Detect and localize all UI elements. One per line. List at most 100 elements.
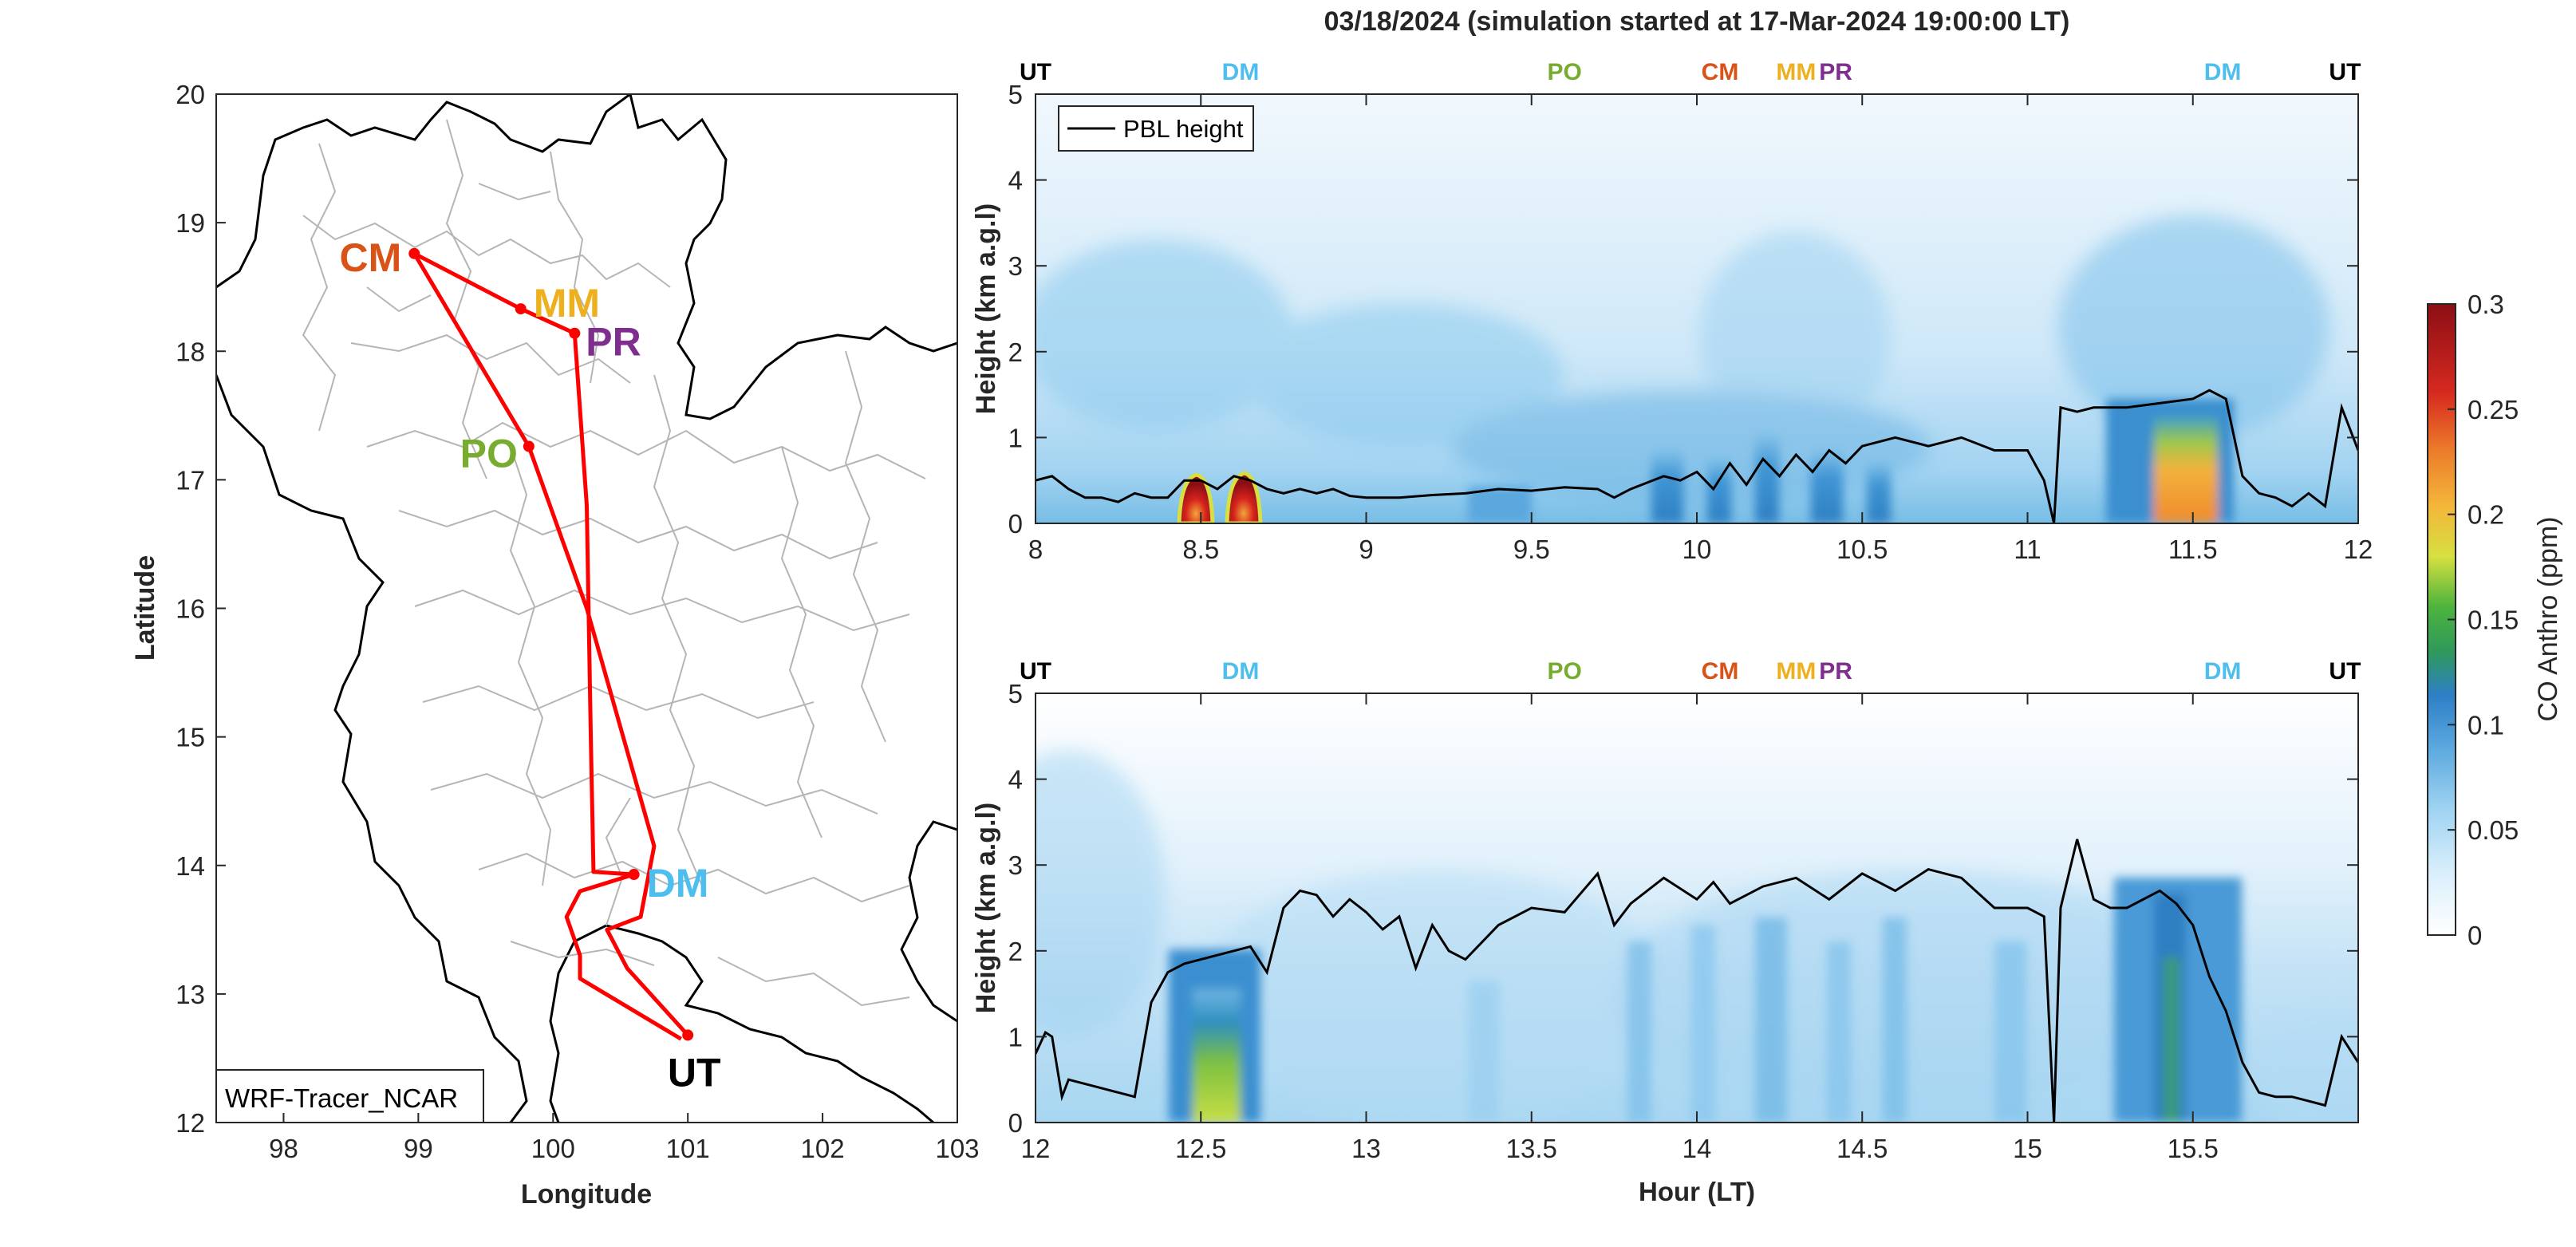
map-ytick-label: 14	[176, 851, 205, 881]
colorbar-tick-label: 0.2	[2468, 500, 2504, 530]
ytick-label: 3	[1008, 251, 1023, 281]
xtick-label: 10	[1682, 535, 1712, 564]
xtick-label: 13.5	[1506, 1134, 1557, 1163]
xtick-label: 11	[2014, 535, 2041, 564]
site-marker-po	[523, 440, 535, 452]
site-label-pr: PR	[586, 320, 641, 365]
site-tag-cm: CM	[1702, 59, 1739, 85]
bottom-xlabel: Hour (LT)	[1639, 1177, 1755, 1206]
xtick-label: 8	[1028, 535, 1043, 564]
map-ytick-label: 19	[176, 208, 205, 238]
ytick-label: 2	[1008, 937, 1023, 966]
province-boundaries	[302, 119, 926, 1007]
top-site-labels: UT DM PO CM MM PR DM UT	[1020, 59, 2361, 85]
map-ytick-label: 20	[176, 80, 205, 109]
site-tag-dm: DM	[1222, 658, 1260, 685]
map-xtick-label: 103	[935, 1134, 979, 1163]
map-ytick-label: 17	[176, 465, 205, 495]
country-boundary	[216, 94, 957, 1123]
colorbar-tick-label: 0.25	[2468, 395, 2519, 424]
xtick-label: 12	[1021, 1134, 1051, 1163]
figure-title: 03/18/2024 (simulation started at 17-Mar…	[1324, 6, 2070, 37]
map-xlabel: Longitude	[521, 1179, 652, 1210]
bottom-site-labels: UT DM PO CM MM PR DM UT	[1020, 658, 2361, 685]
ytick-label: 3	[1008, 850, 1023, 880]
xtick-label: 9.5	[1513, 535, 1550, 564]
ytick-label: 2	[1008, 337, 1023, 367]
site-marker-cm	[408, 247, 420, 259]
map-ytick-label: 18	[176, 337, 205, 366]
map-xtick-label: 100	[531, 1134, 575, 1163]
site-tag-po: PO	[1548, 59, 1582, 85]
ytick-label: 0	[1008, 509, 1023, 539]
colorbar-tick-label: 0.3	[2468, 290, 2504, 319]
site-tag-pr: PR	[1819, 59, 1852, 85]
site-marker-dm	[628, 869, 640, 881]
map-ytick-label: 13	[176, 980, 205, 1009]
xtick-label: 15	[2013, 1134, 2042, 1163]
colorbar-tick-label: 0.15	[2468, 606, 2519, 635]
site-tag-ut: UT	[1020, 658, 1051, 685]
site-label-mm: MM	[534, 281, 600, 326]
xtick-label: 14.5	[1836, 1134, 1888, 1163]
map-legend-box	[215, 1069, 484, 1123]
site-tag-mm: MM	[1776, 59, 1816, 85]
map-xtick-label: 102	[801, 1134, 845, 1163]
site-tag-dm: DM	[2204, 59, 2242, 85]
site-marker-pr	[569, 327, 581, 339]
map-xtick-label: 101	[666, 1134, 710, 1163]
xtick-label: 12.5	[1175, 1134, 1226, 1163]
site-tag-ut: UT	[1020, 59, 1051, 85]
ytick-label: 5	[1008, 80, 1023, 109]
site-tag-dm: DM	[1222, 59, 1260, 85]
ytick-label: 1	[1008, 423, 1023, 452]
xtick-label: 10.5	[1836, 535, 1888, 564]
colorbar-ticks: 0 0.05 0.1 0.15 0.2 0.25 0.3	[2448, 290, 2519, 950]
map-xtick-label: 99	[404, 1134, 433, 1163]
colorbar-tick-label: 0.1	[2468, 710, 2504, 740]
map-ticks: 98 99 100 101 102 103 12 13 14 15 16 17 18 19 20	[176, 80, 979, 1163]
site-label-cm: CM	[340, 235, 402, 280]
site-tag-ut: UT	[2329, 59, 2361, 85]
map-ytick-label: 12	[176, 1108, 205, 1138]
xtick-label: 13	[1351, 1134, 1381, 1163]
map-ytick-label: 15	[176, 723, 205, 752]
site-tag-po: PO	[1548, 658, 1582, 685]
site-tag-ut: UT	[2329, 658, 2361, 685]
xtick-label: 15.5	[2168, 1134, 2219, 1163]
map-legend-text: WRF-Tracer_NCAR	[225, 1083, 458, 1113]
top-ylabel: Height (km a.g.l)	[971, 203, 1001, 414]
site-label-dm: DM	[647, 861, 709, 906]
colorbar-label: CO Anthro (ppm)	[2533, 517, 2563, 722]
site-label-ut: UT	[668, 1050, 721, 1095]
bottom-pbl-line	[1036, 839, 2358, 1123]
site-marker-ut	[682, 1029, 694, 1041]
xtick-label: 14	[1682, 1134, 1712, 1163]
map-ylabel: Latitude	[130, 555, 160, 661]
ytick-label: 4	[1008, 765, 1023, 795]
ytick-label: 4	[1008, 166, 1023, 195]
colorbar: 0 0.05 0.1 0.15 0.2 0.25 0.3 CO Anthro (ppm)	[2427, 290, 2563, 950]
ytick-label: 5	[1008, 679, 1023, 708]
xtick-label: 9	[1359, 535, 1373, 564]
colorbar-tick-label: 0	[2468, 921, 2482, 950]
site-label-po: PO	[460, 431, 518, 476]
colorbar-tick-label: 0.05	[2468, 815, 2519, 845]
ytick-label: 0	[1008, 1108, 1023, 1138]
bottom-ylabel: Height (km a.g.l)	[971, 803, 1001, 1013]
xtick-label: 11.5	[2168, 535, 2218, 564]
site-tag-dm: DM	[2204, 658, 2242, 685]
top-pbl-line	[1036, 389, 2358, 523]
map-ytick-label: 16	[176, 594, 205, 624]
xtick-label: 12	[2344, 535, 2373, 564]
site-tag-cm: CM	[1702, 658, 1739, 685]
site-tag-mm: MM	[1776, 658, 1816, 685]
ytick-label: 1	[1008, 1022, 1023, 1052]
xtick-label: 8.5	[1182, 535, 1219, 564]
